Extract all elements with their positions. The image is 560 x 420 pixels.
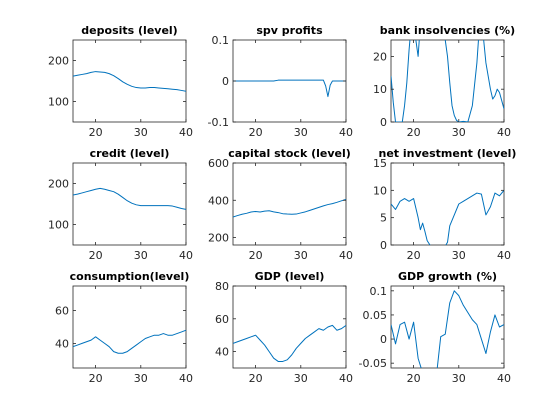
x-tick-label: 40 [339,372,353,385]
subplot-4: 20 30 40 100 200 credit (level) [48,147,193,262]
x-tick-label: 20 [407,126,421,139]
series-line [233,324,346,362]
x-tick-label: 40 [497,249,511,262]
subplot-1: 20 30 40 100 200 deposits (level) [48,24,193,139]
x-tick-label: 30 [294,126,308,139]
subplot-title: bank insolvencies (%) [380,24,515,37]
x-tick-label: 20 [249,249,263,262]
x-tick-label: 40 [179,372,193,385]
subplot-7: 20 30 40 40 60 consumption(level) [55,270,193,385]
series-line [233,198,346,218]
y-tick-label: 15 [373,157,387,170]
x-tick-label: 40 [179,126,193,139]
y-tick-label: 40 [215,346,229,359]
x-tick-label: 30 [452,249,466,262]
y-tick-label: 0.05 [363,309,388,322]
series-line [391,40,504,122]
y-tick-label: 20 [373,50,387,63]
x-tick-label: 30 [452,126,466,139]
axes-box [72,162,187,246]
y-tick-label: 5 [380,212,387,225]
x-tick-label: 40 [497,372,511,385]
y-tick-label: -0.1 [208,116,229,129]
axes-box [390,39,505,123]
y-tick-label: -0.05 [359,357,387,370]
x-tick-label: 40 [497,126,511,139]
y-tick-label: 600 [208,157,229,170]
y-tick-label: 0 [222,75,229,88]
x-tick-label: 20 [89,372,103,385]
x-tick-label: 20 [407,249,421,262]
subplot-9: 20 30 40 -0.05 0 0.05 0.1 GDP growth (%) [359,270,511,385]
series-line [391,190,504,245]
subplot-title: credit (level) [90,147,170,160]
series-line [73,71,186,92]
x-tick-label: 40 [339,126,353,139]
x-tick-label: 40 [179,249,193,262]
y-tick-label: 40 [55,337,69,350]
axes-box [390,162,505,246]
subplot-2: 20 30 40 -0.1 0 0.1 spv profits [208,24,353,139]
x-tick-label: 20 [89,249,103,262]
x-tick-label: 20 [249,126,263,139]
y-tick-label: 400 [208,194,229,207]
subplot-title: consumption(level) [70,270,190,283]
y-tick-label: 10 [373,184,387,197]
y-tick-label: 0.1 [370,285,388,298]
y-tick-label: 0 [380,333,387,346]
axes-box [72,285,187,369]
y-tick-label: 200 [48,55,69,68]
subplot-title: net investment (level) [379,147,517,160]
axes-box [232,162,347,246]
x-tick-label: 20 [249,372,263,385]
y-tick-label: 0.1 [212,34,230,47]
axes-box [72,39,187,123]
y-tick-label: 100 [48,96,69,109]
x-tick-label: 20 [407,372,421,385]
y-tick-label: 60 [215,313,229,326]
subplot-title: GDP (level) [255,270,325,283]
x-tick-label: 30 [294,372,308,385]
subplot-title: capital stock (level) [228,147,351,160]
y-tick-label: 200 [48,178,69,191]
x-tick-label: 30 [134,126,148,139]
y-tick-label: 200 [208,232,229,245]
y-tick-label: 0 [380,116,387,129]
subplot-title: deposits (level) [81,24,177,37]
subplot-title: spv profits [256,24,323,37]
x-tick-label: 20 [89,126,103,139]
y-tick-label: 100 [48,219,69,232]
x-tick-label: 30 [134,249,148,262]
series-line [233,79,346,98]
x-tick-label: 30 [134,372,148,385]
y-tick-label: 10 [373,83,387,96]
y-tick-label: 0 [380,239,387,252]
series-line [73,187,186,210]
x-tick-label: 30 [452,372,466,385]
x-tick-label: 40 [339,249,353,262]
y-tick-label: 80 [215,280,229,293]
series-line [73,329,186,354]
series-line [391,290,504,368]
subplot-3: 20 30 40 0 10 20 bank insolvencies (%) [373,24,515,139]
subplot-title: GDP growth (%) [398,270,497,283]
subplot-8: 20 30 40 40 60 80 GDP (level) [215,270,353,385]
axes-box [390,285,505,369]
x-tick-label: 30 [294,249,308,262]
y-tick-label: 60 [55,305,69,318]
